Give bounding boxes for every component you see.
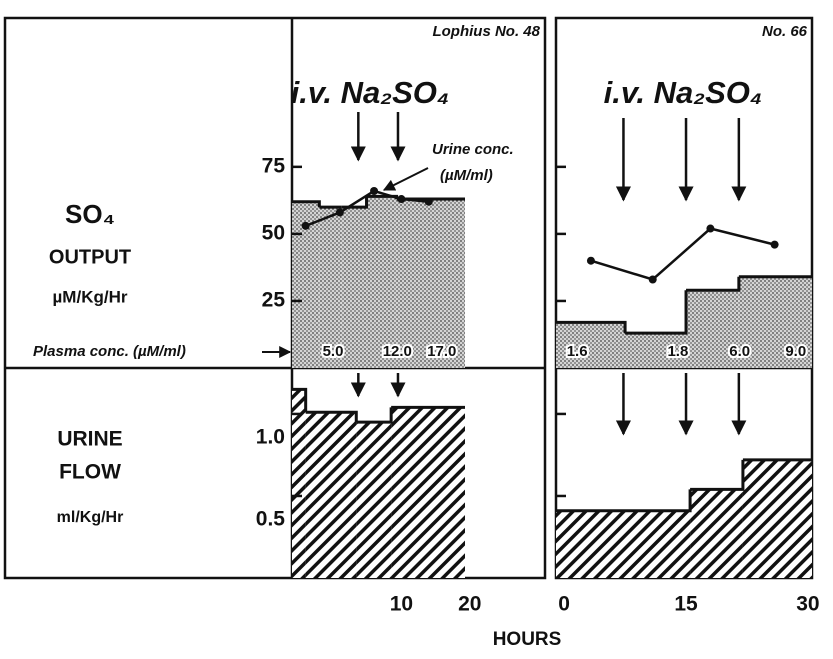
panel-title: No. 66 [762,23,808,40]
x-tick-label: 20 [458,593,481,616]
bar [742,459,812,578]
step-line [556,489,692,513]
injection-label: i.v. Na₂SO₄ [291,75,450,110]
plasma-label: 5.0 [323,343,344,360]
y-tick-label: 25 [262,288,286,311]
label: SO₄ [65,199,115,229]
annotation: (µM/ml) [440,167,493,184]
frame [3,16,547,580]
bar [556,510,691,578]
point [301,221,310,230]
x-tick-label: 15 [674,593,698,616]
bar [738,276,812,368]
point [648,275,657,284]
plasma-label: 12.0 [383,343,412,360]
x-tick-label: 30 [796,593,819,616]
x-axis-label: HOURS [493,629,562,650]
point [770,240,779,249]
bar [391,407,465,578]
y-tick-label: 1.0 [256,425,285,448]
line [590,227,775,281]
point [397,195,406,204]
bar [625,333,687,368]
point [706,224,715,233]
label: FLOW [59,461,121,484]
label: Plasma conc. (µM/ml) [33,343,186,360]
point [424,197,433,206]
step-line [556,320,627,334]
plasma-label: 9.0 [785,343,806,360]
point [335,208,344,217]
plasma-label: 1.8 [667,343,688,360]
step-line [292,200,321,208]
plasma-label: 17.0 [427,343,456,360]
x-tick-label: 0 [558,593,570,616]
injection-label: i.v. Na₂SO₄ [604,75,763,110]
bar [292,389,306,578]
annotation: Urine conc. [432,141,514,158]
y-tick-label: 75 [262,154,286,177]
panel-title: Lophius No. 48 [432,23,540,40]
bar [686,290,739,368]
step-line [686,276,741,292]
point [586,256,595,265]
y-tick-label: 50 [262,221,285,244]
bar [396,199,465,368]
label: µM/Kg/Hr [53,287,128,306]
bar [356,422,392,578]
step-line [292,387,308,413]
bar [556,322,626,368]
annotation-arrow [382,167,429,191]
step-line [305,410,358,423]
bar [319,207,342,368]
x-tick-label: 10 [390,593,413,616]
y-tick-label: 0.5 [256,508,286,531]
step-line [356,407,393,424]
bar [305,412,357,578]
bar [341,207,367,368]
label: OUTPUT [49,246,131,268]
step-line [690,459,745,491]
plasma-label: 6.0 [729,343,750,360]
label: URINE [57,428,122,451]
plasma-label: 1.6 [567,343,588,360]
bar [366,196,397,368]
label: ml/Kg/Hr [57,509,124,526]
step-line [625,290,688,335]
point [370,186,379,195]
bar [690,489,743,578]
